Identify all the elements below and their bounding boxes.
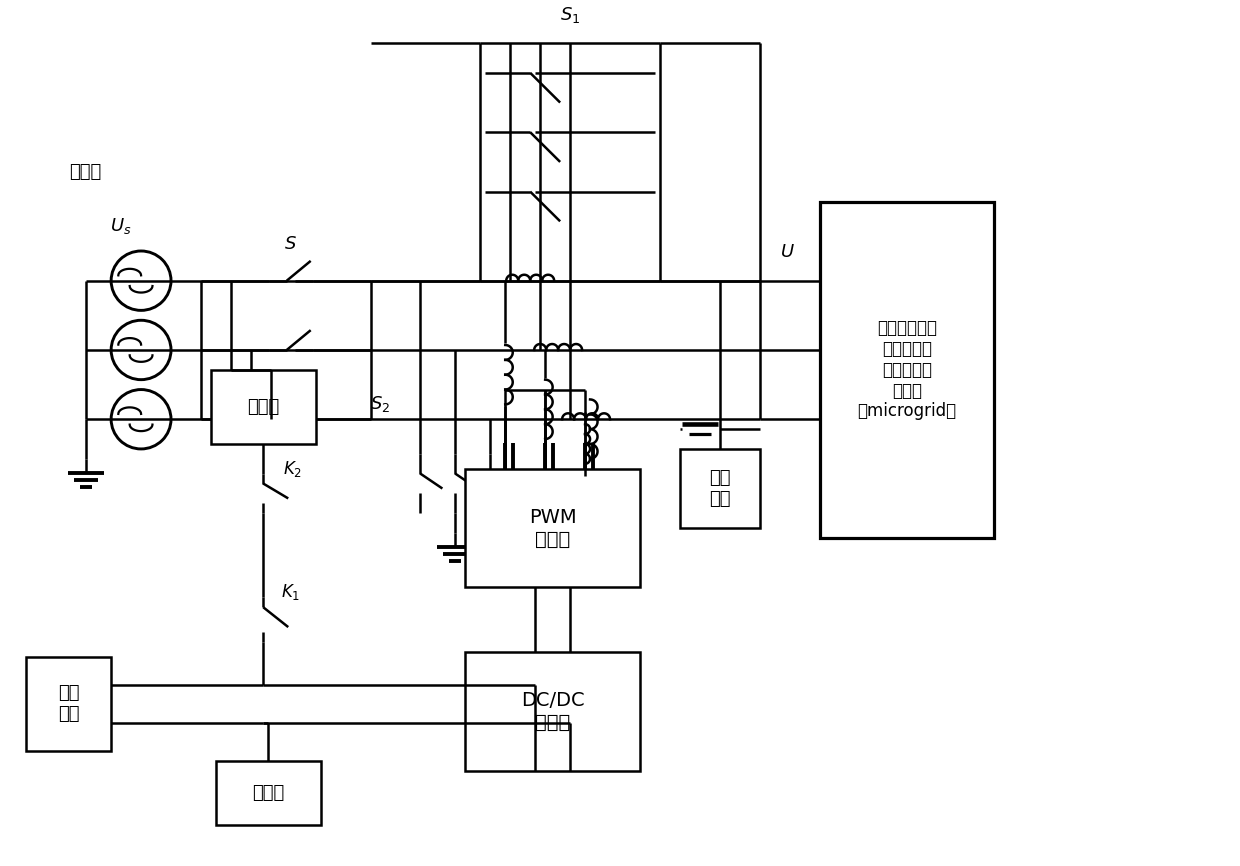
Text: $K_2$: $K_2$: [283, 459, 303, 479]
Text: 敏感
负载: 敏感 负载: [709, 469, 730, 508]
Text: $S_1$: $S_1$: [560, 5, 580, 25]
Bar: [465, 469, 640, 587]
Text: $U$: $U$: [780, 242, 795, 261]
Bar: [216, 760, 321, 825]
Text: 光伏
阵列: 光伏 阵列: [58, 684, 79, 723]
Bar: [680, 449, 760, 528]
Text: 蓄电池: 蓄电池: [252, 784, 284, 802]
Text: 风能、光伏、
燃料电池等
微源构成的
微电网
（microgrid）: 风能、光伏、 燃料电池等 微源构成的 微电网 （microgrid）: [857, 320, 956, 420]
Text: $S$: $S$: [284, 235, 298, 253]
Text: 配电网: 配电网: [69, 163, 102, 181]
Text: $K_1$: $K_1$: [281, 583, 300, 603]
Bar: [26, 656, 112, 751]
Text: $S_2$: $S_2$: [371, 394, 391, 415]
Bar: [465, 652, 640, 771]
Bar: [820, 202, 994, 538]
Text: DC/DC
变换器: DC/DC 变换器: [521, 691, 584, 732]
Bar: [211, 370, 316, 444]
Text: 整流器: 整流器: [247, 397, 279, 416]
Text: $U_s$: $U_s$: [110, 216, 131, 236]
Text: PWM
逆变器: PWM 逆变器: [528, 507, 577, 549]
